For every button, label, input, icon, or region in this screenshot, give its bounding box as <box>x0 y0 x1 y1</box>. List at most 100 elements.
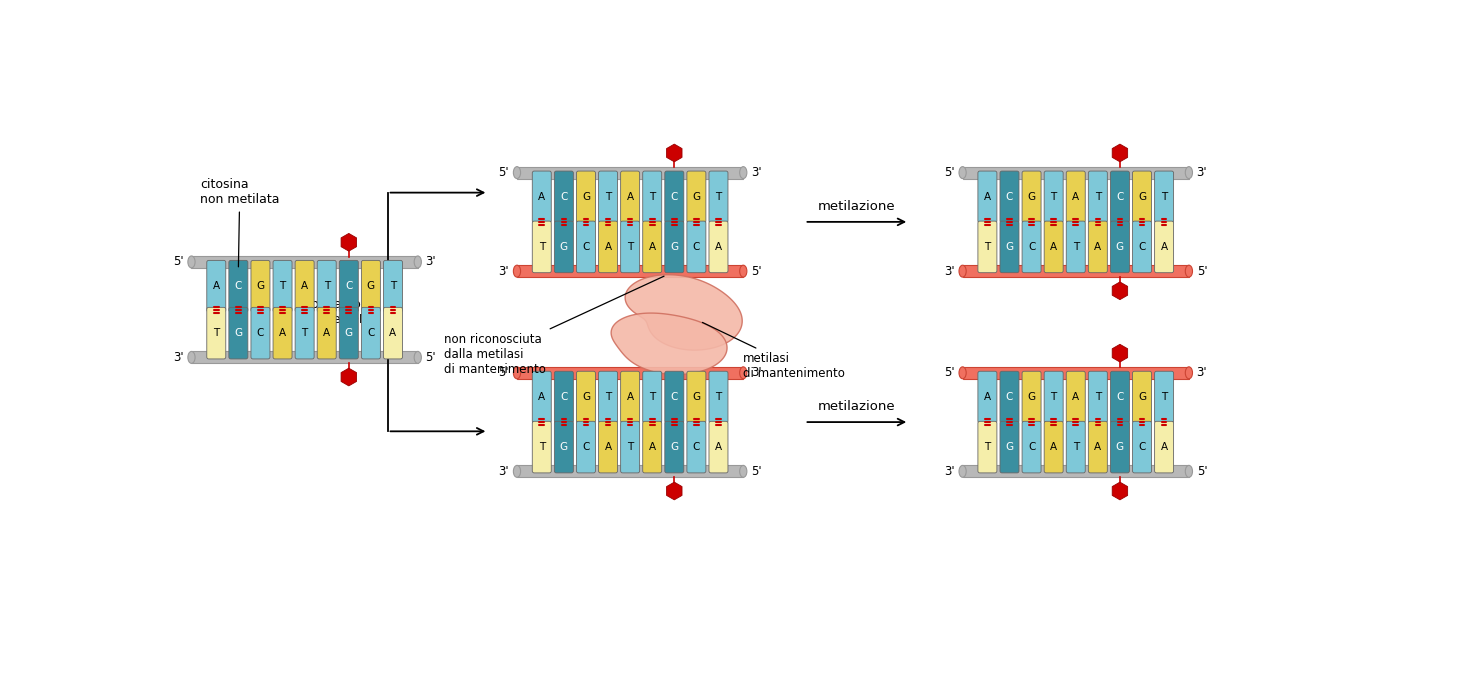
FancyBboxPatch shape <box>1001 171 1018 223</box>
Text: 3': 3' <box>1197 166 1207 179</box>
Text: 5': 5' <box>499 166 509 179</box>
FancyBboxPatch shape <box>555 221 573 273</box>
FancyBboxPatch shape <box>229 260 248 312</box>
FancyBboxPatch shape <box>384 260 403 312</box>
FancyBboxPatch shape <box>979 171 996 223</box>
Text: A: A <box>627 192 633 202</box>
Text: C: C <box>1027 442 1035 452</box>
Text: T: T <box>301 328 308 338</box>
Text: T: T <box>605 392 611 402</box>
Ellipse shape <box>959 466 967 477</box>
FancyBboxPatch shape <box>1088 371 1107 423</box>
FancyBboxPatch shape <box>664 371 683 423</box>
FancyBboxPatch shape <box>1021 371 1041 423</box>
Ellipse shape <box>514 367 521 379</box>
Text: C: C <box>1138 442 1145 452</box>
Text: A: A <box>1160 242 1168 252</box>
FancyBboxPatch shape <box>1088 221 1107 273</box>
Text: metilasi
di mantenimento: metilasi di mantenimento <box>703 323 844 380</box>
Text: T: T <box>984 242 990 252</box>
FancyBboxPatch shape <box>620 171 639 223</box>
FancyBboxPatch shape <box>664 421 683 473</box>
FancyBboxPatch shape <box>979 421 996 473</box>
Text: G: G <box>559 242 568 252</box>
Text: C: C <box>1116 392 1123 402</box>
Ellipse shape <box>514 466 521 477</box>
FancyBboxPatch shape <box>555 371 573 423</box>
Text: G: G <box>582 192 590 202</box>
FancyBboxPatch shape <box>251 307 270 359</box>
FancyBboxPatch shape <box>642 371 661 423</box>
Text: T: T <box>649 192 655 202</box>
Text: A: A <box>1160 442 1168 452</box>
Ellipse shape <box>187 256 195 268</box>
Polygon shape <box>1113 144 1128 162</box>
Text: C: C <box>1005 192 1013 202</box>
Text: A: A <box>984 192 990 202</box>
FancyBboxPatch shape <box>1044 221 1063 273</box>
FancyBboxPatch shape <box>1088 171 1107 223</box>
FancyBboxPatch shape <box>1021 221 1041 273</box>
Text: 3': 3' <box>173 351 183 364</box>
Bar <box>192 351 418 364</box>
Text: replicazione
del DNA: replicazione del DNA <box>298 298 378 326</box>
FancyBboxPatch shape <box>1110 371 1129 423</box>
FancyBboxPatch shape <box>686 421 706 473</box>
FancyBboxPatch shape <box>1110 421 1129 473</box>
FancyBboxPatch shape <box>1044 171 1063 223</box>
Text: C: C <box>368 328 375 338</box>
Text: T: T <box>539 242 545 252</box>
Text: metilazione: metilazione <box>818 400 896 413</box>
Text: non riconosciuta
dalla metilasi
di mantenimento: non riconosciuta dalla metilasi di mante… <box>444 276 664 375</box>
Text: C: C <box>561 192 568 202</box>
FancyBboxPatch shape <box>339 307 359 359</box>
Text: T: T <box>1051 192 1057 202</box>
FancyBboxPatch shape <box>1132 221 1151 273</box>
Ellipse shape <box>959 167 967 178</box>
Bar <box>517 265 744 277</box>
FancyBboxPatch shape <box>1132 371 1151 423</box>
Text: C: C <box>1027 242 1035 252</box>
Ellipse shape <box>415 351 421 364</box>
FancyBboxPatch shape <box>1044 371 1063 423</box>
Text: G: G <box>670 242 679 252</box>
Text: T: T <box>1051 392 1057 402</box>
FancyBboxPatch shape <box>1066 421 1085 473</box>
Text: 5': 5' <box>425 351 435 364</box>
Text: T: T <box>1095 192 1101 202</box>
FancyBboxPatch shape <box>533 221 551 273</box>
FancyBboxPatch shape <box>708 421 728 473</box>
FancyBboxPatch shape <box>599 421 617 473</box>
FancyBboxPatch shape <box>664 221 683 273</box>
Text: A: A <box>714 242 722 252</box>
Text: citosina
non metilata: citosina non metilata <box>201 178 279 266</box>
FancyBboxPatch shape <box>577 421 595 473</box>
Text: 5': 5' <box>751 264 762 278</box>
FancyBboxPatch shape <box>686 171 706 223</box>
FancyBboxPatch shape <box>708 371 728 423</box>
Text: C: C <box>692 442 700 452</box>
FancyBboxPatch shape <box>533 421 551 473</box>
FancyBboxPatch shape <box>384 307 403 359</box>
FancyBboxPatch shape <box>295 307 314 359</box>
Polygon shape <box>667 482 682 500</box>
Text: T: T <box>1095 392 1101 402</box>
Text: A: A <box>648 242 655 252</box>
Ellipse shape <box>514 167 521 178</box>
Polygon shape <box>341 369 357 386</box>
Text: G: G <box>582 392 590 402</box>
Text: A: A <box>213 281 220 291</box>
FancyBboxPatch shape <box>362 307 381 359</box>
FancyBboxPatch shape <box>577 371 595 423</box>
Text: T: T <box>649 392 655 402</box>
Text: A: A <box>1094 442 1101 452</box>
Text: G: G <box>1005 442 1014 452</box>
Polygon shape <box>667 144 682 162</box>
FancyBboxPatch shape <box>533 371 551 423</box>
Text: C: C <box>561 392 568 402</box>
FancyBboxPatch shape <box>642 171 661 223</box>
Text: G: G <box>257 281 264 291</box>
Text: G: G <box>670 442 679 452</box>
Text: T: T <box>1162 392 1168 402</box>
FancyBboxPatch shape <box>1132 171 1151 223</box>
